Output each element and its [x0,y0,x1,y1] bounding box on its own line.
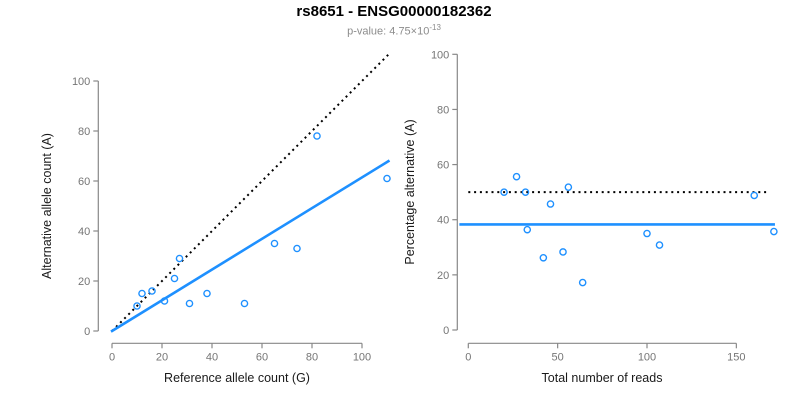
data-point [564,183,573,191]
data-point [500,188,508,196]
data-point [138,289,146,298]
data-point [170,274,179,283]
data-point [655,241,664,249]
x-tick-label: 50 [552,351,564,363]
data-point [546,200,555,208]
regression-line [110,159,391,333]
data-point [185,299,194,308]
data-point [175,254,184,263]
data-point [539,253,548,262]
chart-subtitle: p-value: 4.75×10-13 [0,23,788,38]
data-point [559,248,567,256]
left-xaxis-title: Reference allele count (G) [164,371,310,385]
data-point [750,191,759,200]
data-point [313,132,321,140]
y-tick-label: 0 [443,325,449,337]
data-point [523,225,532,234]
y-tick-label: 100 [72,76,90,88]
data-point [521,188,530,196]
identity-line [111,54,389,332]
y-tick-label: 60 [437,160,449,172]
y-tick-label: 20 [437,270,449,282]
data-point [270,239,279,248]
x-tick-label: 0 [465,351,471,363]
pvalue-text: p-value: 4.75×10 [347,25,430,38]
right-xaxis-title: Total number of reads [541,371,663,385]
x-tick-label: 100 [638,351,656,363]
data-point [133,302,141,310]
data-point [293,244,301,253]
x-tick-label: 40 [206,351,218,363]
data-point [578,278,587,287]
data-point [203,289,211,298]
x-tick-label: 0 [109,351,115,363]
data-point [643,229,651,238]
data-point [240,299,249,308]
x-tick-label: 150 [727,351,745,363]
y-tick-label: 20 [78,276,90,288]
data-point [770,227,778,236]
x-tick-label: 100 [353,351,371,363]
y-tick-label: 80 [437,104,449,116]
y-tick-label: 100 [431,49,449,61]
data-point [383,174,391,183]
y-tick-label: 40 [437,215,449,227]
y-tick-label: 80 [78,126,90,138]
data-point [512,172,521,181]
y-tick-label: 40 [78,226,90,238]
pvalue-exponent: -13 [429,23,441,32]
x-tick-label: 20 [156,351,168,363]
x-tick-label: 80 [306,351,318,363]
data-point [148,287,156,295]
y-tick-label: 0 [84,326,90,338]
x-tick-label: 60 [256,351,268,363]
data-point [160,297,169,305]
chart-title: rs8651 - ENSG00000182362 [296,3,492,20]
left-yaxis-title: Alternative allele count (A) [40,133,54,279]
right-yaxis-title: Percentage alternative (A) [403,119,417,265]
y-tick-label: 60 [78,176,90,188]
